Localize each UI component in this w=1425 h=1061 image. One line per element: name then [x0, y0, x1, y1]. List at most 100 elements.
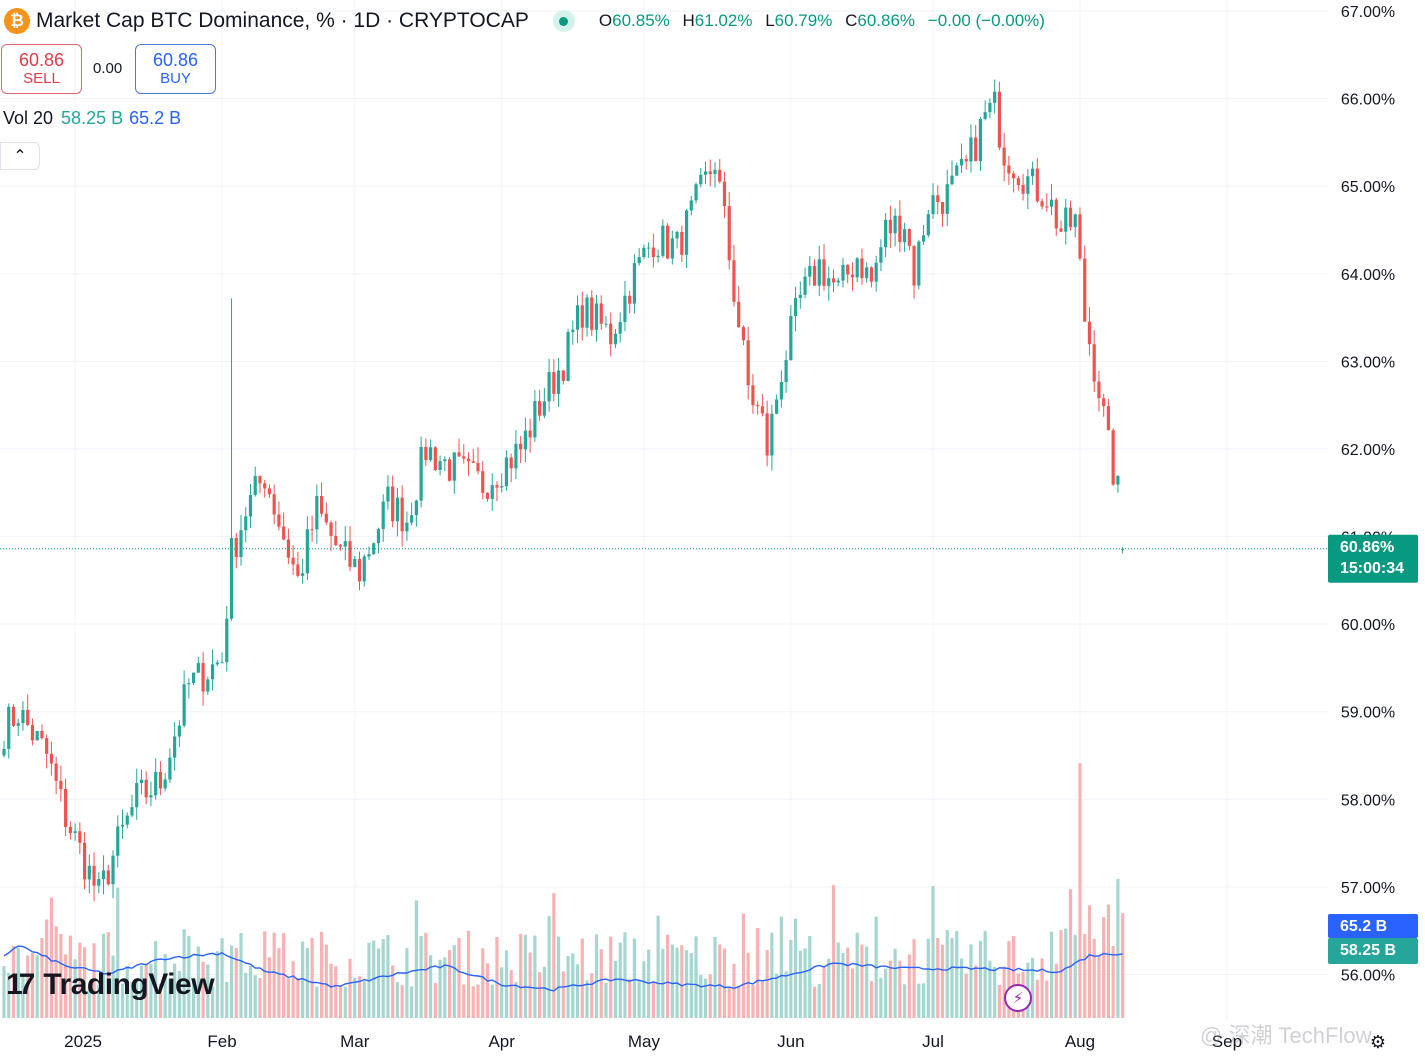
volume-bar [225, 981, 229, 1018]
candle-body [485, 492, 490, 499]
candle-body [338, 545, 343, 547]
candle-body [376, 529, 381, 544]
candle-body [357, 558, 362, 582]
price-axis[interactable]: 56.00%57.00%58.00%59.00%60.00%61.00%62.0… [1341, 4, 1395, 984]
candle-body [414, 500, 418, 516]
volume-bar [509, 970, 513, 1018]
volume-bar [708, 974, 712, 1018]
volume-bar [974, 965, 978, 1018]
candle-body [817, 259, 821, 286]
time-axis[interactable]: 2025 Feb Mar Apr May Jun Jul Aug Sep [64, 1032, 1242, 1051]
symbol-title[interactable]: Market Cap BTC Dominance, % · 1D · CRYPT… [36, 9, 529, 32]
volume-bar [855, 932, 859, 1018]
candle-body [666, 225, 670, 259]
volume-bar [618, 942, 622, 1018]
volume-bar [1121, 913, 1125, 1018]
volume-bar [116, 887, 120, 1018]
candle-body [604, 323, 608, 325]
volume-bar [381, 939, 385, 1018]
volume-bar [533, 935, 537, 1018]
auto-scale-icon[interactable]: ⚙ [1369, 1031, 1387, 1052]
buy-button[interactable]: 60.86 BUY [135, 44, 216, 94]
volume-bar [594, 934, 599, 1018]
volume-bar [637, 980, 641, 1018]
volume-bar [718, 944, 722, 1018]
sell-button[interactable]: 60.86 SELL [1, 44, 82, 94]
volume-bar [452, 945, 456, 1018]
candle-body [670, 238, 674, 259]
candle-body [495, 485, 499, 488]
candle-body [509, 457, 513, 469]
price-tick-label: 65.00% [1341, 179, 1395, 196]
tradingview-logo[interactable]: 17 TradingView [6, 968, 215, 1002]
candle-body [319, 495, 324, 514]
candle-body [571, 329, 575, 332]
candle-body [684, 210, 689, 255]
candle-body [282, 526, 286, 540]
volume-bar [301, 941, 305, 1018]
high-value: 61.02% [694, 11, 753, 30]
candle-body [362, 556, 366, 582]
volume-bar [410, 986, 414, 1018]
candle-body [1007, 165, 1011, 174]
market-status-icon[interactable] [552, 10, 575, 32]
candle-body [798, 294, 802, 299]
candle-body [1064, 207, 1068, 232]
candle-body [11, 706, 16, 726]
volume-bar [812, 986, 817, 1018]
candle-body [1045, 206, 1049, 208]
volume-bar [784, 971, 788, 1018]
candle-body [907, 229, 911, 246]
volume-bar [831, 885, 836, 1018]
candle-body [784, 360, 788, 382]
candle-body [1012, 173, 1016, 179]
candle-body [1106, 406, 1111, 431]
candle-body [552, 372, 556, 394]
candle-body [718, 169, 722, 182]
collapse-legend-button[interactable]: ⌃ [0, 142, 40, 170]
volume-bar [528, 952, 532, 1018]
candle-body [201, 663, 205, 692]
candle-body [481, 471, 485, 493]
candle-body [443, 459, 447, 462]
volume-bar [258, 977, 262, 1018]
volume-bar [803, 948, 807, 1018]
volume-bar [817, 983, 821, 1018]
volume-bar [604, 982, 608, 1018]
volume-bar [286, 978, 290, 1018]
candle-body [419, 446, 423, 501]
volume-bar [808, 935, 812, 1018]
candle-body [45, 738, 49, 754]
volume-tag-text: 58.25 B [1340, 942, 1396, 959]
candle-body [680, 232, 684, 255]
candle-body [993, 91, 997, 103]
volume-bar [125, 966, 129, 1018]
candle-body [519, 443, 523, 450]
candle-body [893, 215, 897, 234]
candle-body [244, 516, 248, 531]
volume-bar [419, 936, 423, 1018]
volume-bar [305, 947, 309, 1018]
candle-body [888, 219, 892, 234]
volume-bar [26, 955, 30, 1018]
tradingview-mark: 17 [6, 968, 35, 1001]
candle-body [26, 709, 30, 726]
volume-bar [514, 982, 518, 1018]
volume-legend[interactable]: Vol 20 58.25 B 65.2 B [3, 108, 181, 129]
volume-bar [234, 947, 238, 1018]
volume-bar [272, 932, 276, 1018]
volume-bar [542, 966, 546, 1018]
candle-body [424, 446, 428, 460]
volume-bar [92, 943, 96, 1018]
candle-body [936, 195, 940, 203]
volume-bar [571, 953, 575, 1018]
price-tick-label: 59.00% [1341, 705, 1395, 722]
volume-bar [628, 979, 632, 1018]
candle-body [945, 184, 949, 214]
lightning-icon[interactable]: ⚡ [1004, 984, 1032, 1012]
price-tick-label: 63.00% [1341, 354, 1395, 371]
candle-body [229, 537, 234, 619]
candle-body [386, 486, 390, 502]
candle-body [225, 618, 229, 663]
